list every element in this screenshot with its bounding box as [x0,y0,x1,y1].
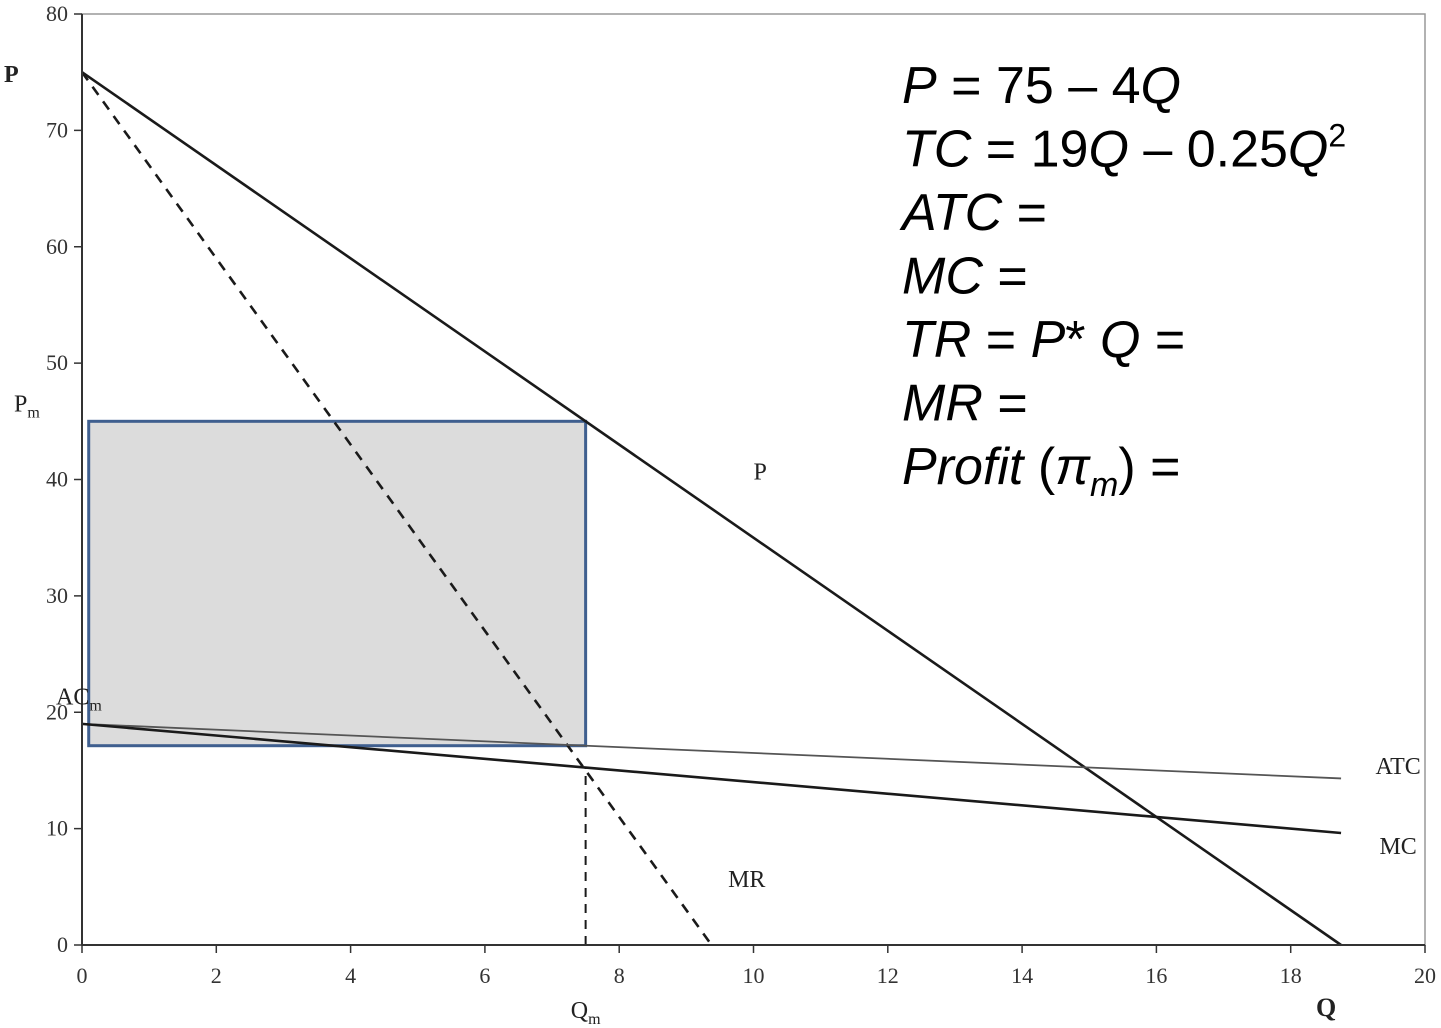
equation-part: = 75 – 4 [937,57,1141,115]
equation-part: = [983,375,1028,433]
y-tick-label: 50 [46,350,68,375]
equation-part: TR [902,311,971,369]
equation-part: 2 [1328,118,1346,154]
equation-part: Q [1100,311,1140,369]
curve-label-mr: MR [728,867,765,893]
equation-part: ) = [1118,438,1180,496]
equation-part: = 19 [971,121,1088,179]
equation-part: = [1002,184,1047,242]
equation-part: * [1065,311,1100,369]
y-tick-label: 80 [46,1,68,26]
qm-axis-marker: Qm [571,998,601,1028]
curve-label-mc: MC [1379,834,1416,860]
y-tick-label: 0 [57,932,68,957]
equation-part: Q [1141,57,1181,115]
y-axis-title: P [4,62,19,88]
x-tick-label: 6 [479,963,490,988]
equation-part: Q [1088,121,1128,179]
y-tick-label: 70 [46,117,68,142]
equation-part: ( [1023,438,1055,496]
pm-axis-marker: Pm [14,391,40,421]
equation-part: π [1055,438,1091,496]
x-tick-label: 20 [1414,963,1436,988]
series-mc-line [81,722,1342,835]
equation-part: TC [902,121,972,179]
y-tick-label: 60 [46,234,68,259]
y-tick-label: 40 [46,467,68,492]
x-tick-label: 18 [1280,963,1302,988]
acm-axis-marker: ACm [56,684,102,714]
x-tick-label: 0 [77,963,88,988]
series-p-line [81,71,1342,947]
x-tick-label: 12 [877,963,899,988]
curve-label-atc: ATC [1375,754,1420,780]
equation-part: Profit [902,438,1026,496]
equation-part: – 0.25 [1129,121,1288,179]
equation-part: Q [1288,121,1328,179]
equation-part: = [971,311,1030,369]
equation-part: MR [902,375,983,433]
x-axis-title: Q [1316,993,1336,1022]
equation-part: ATC [899,184,1003,242]
x-tick-label: 14 [1011,963,1033,988]
series-atc-line [81,722,1342,780]
x-tick-label: 10 [743,963,765,988]
equation-part: m [1090,466,1118,504]
equation-part: = [1140,311,1185,369]
curve-label-p: P [754,460,767,486]
y-tick-label: 10 [46,816,68,841]
equation-block: P = 75 – 4Q TC = 19Q – 0.25Q2 ATC = MC = TR … [899,57,1346,504]
x-tick-label: 16 [1145,963,1167,988]
equation-part: = [983,248,1028,306]
y-tick-label: 30 [46,583,68,608]
y-tick-label: 20 [46,699,68,724]
x-tick-label: 4 [345,963,356,988]
x-tick-label: 2 [211,963,222,988]
equation-part: P [1031,311,1066,369]
profit-rectangle [87,419,588,748]
equation-part: P [902,57,937,115]
x-tick-label: 8 [614,963,625,988]
equation-part: MC [902,248,983,306]
